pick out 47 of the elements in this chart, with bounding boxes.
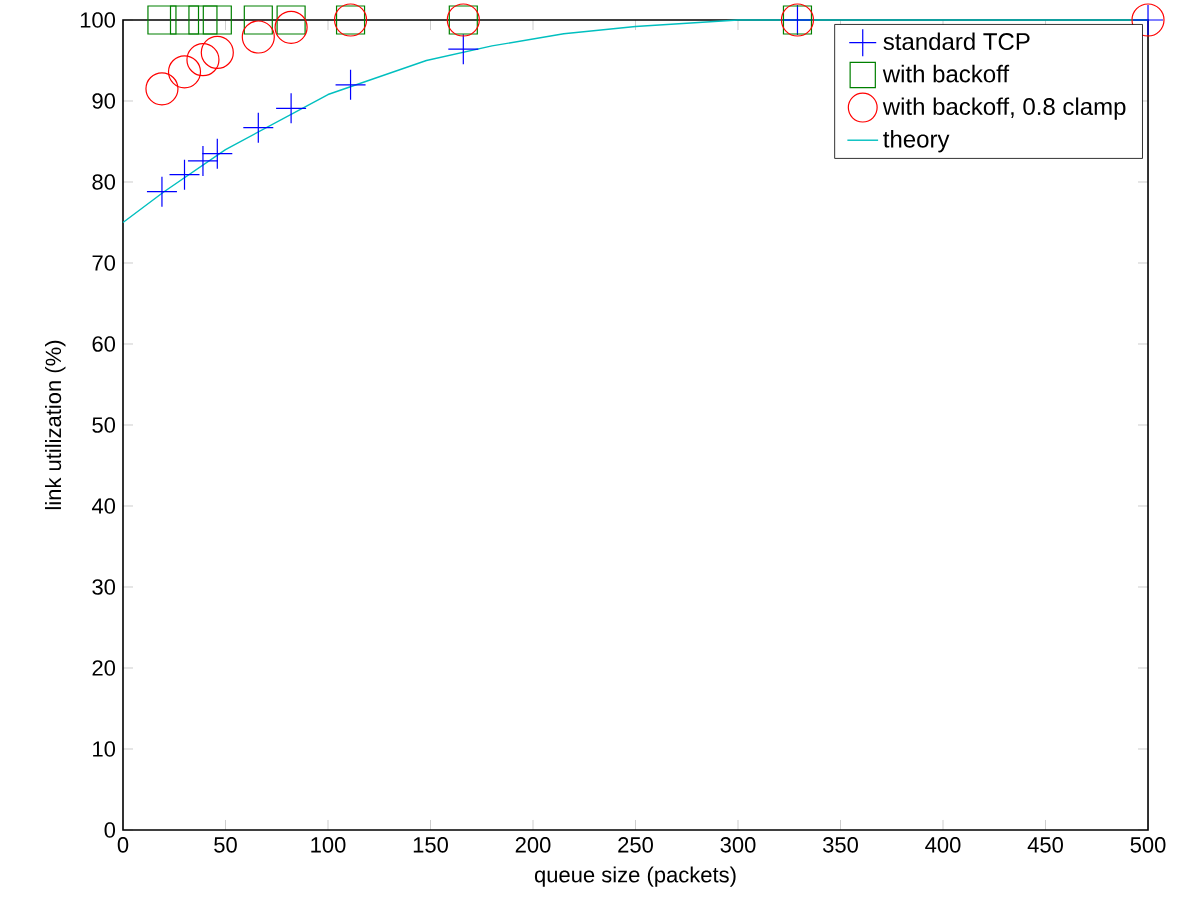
point <box>241 20 275 54</box>
x-tick-label: 300 <box>720 837 756 853</box>
point <box>147 5 177 35</box>
y-tick-label: 60 <box>92 336 116 352</box>
point <box>243 5 273 35</box>
y-tick-label: 20 <box>92 660 116 676</box>
point <box>186 43 220 77</box>
y-tick-label: 70 <box>92 255 116 271</box>
y-axis-title: link utilization (%) <box>45 340 66 510</box>
point <box>145 72 179 106</box>
y-tick-label: 50 <box>92 417 116 433</box>
x-tick-label: 250 <box>618 837 653 853</box>
point <box>188 5 218 35</box>
y-tick-label: 80 <box>92 174 116 190</box>
point <box>146 176 178 208</box>
x-tick-label: 450 <box>1027 837 1063 853</box>
point <box>274 10 308 44</box>
point <box>202 5 232 35</box>
point <box>169 5 200 35</box>
x-tick-label: 100 <box>311 837 346 853</box>
x-tick-label: 500 <box>1130 837 1166 853</box>
x-tick-label: 400 <box>925 837 961 853</box>
point <box>201 138 233 170</box>
legend-label: with backoff, 0.8 clamp <box>882 97 1126 120</box>
y-tick-label: 90 <box>92 93 116 109</box>
x-tick-label: 50 <box>214 837 237 853</box>
legend-label: standard TCP <box>883 32 1030 51</box>
point <box>187 145 219 177</box>
x-tick-label: 0 <box>117 837 129 853</box>
y-tick-label: 40 <box>91 498 116 514</box>
point <box>242 112 274 144</box>
x-tick-label: 350 <box>823 837 858 853</box>
point <box>276 5 306 35</box>
point <box>168 159 201 191</box>
x-axis-title: queue size (packets) <box>534 866 736 887</box>
x-tick-label: 200 <box>515 837 551 853</box>
point <box>334 69 367 101</box>
legend-label: with backoff <box>882 64 1010 83</box>
y-tick-label: 30 <box>92 579 116 595</box>
point <box>275 92 307 124</box>
point <box>200 35 234 69</box>
x-tick-label: 150 <box>413 837 448 853</box>
y-tick-label: 0 <box>104 822 116 838</box>
y-tick-label: 10 <box>93 741 116 757</box>
legend-label: theory <box>883 130 950 153</box>
point <box>167 55 202 89</box>
y-tick-label: 100 <box>80 12 116 28</box>
